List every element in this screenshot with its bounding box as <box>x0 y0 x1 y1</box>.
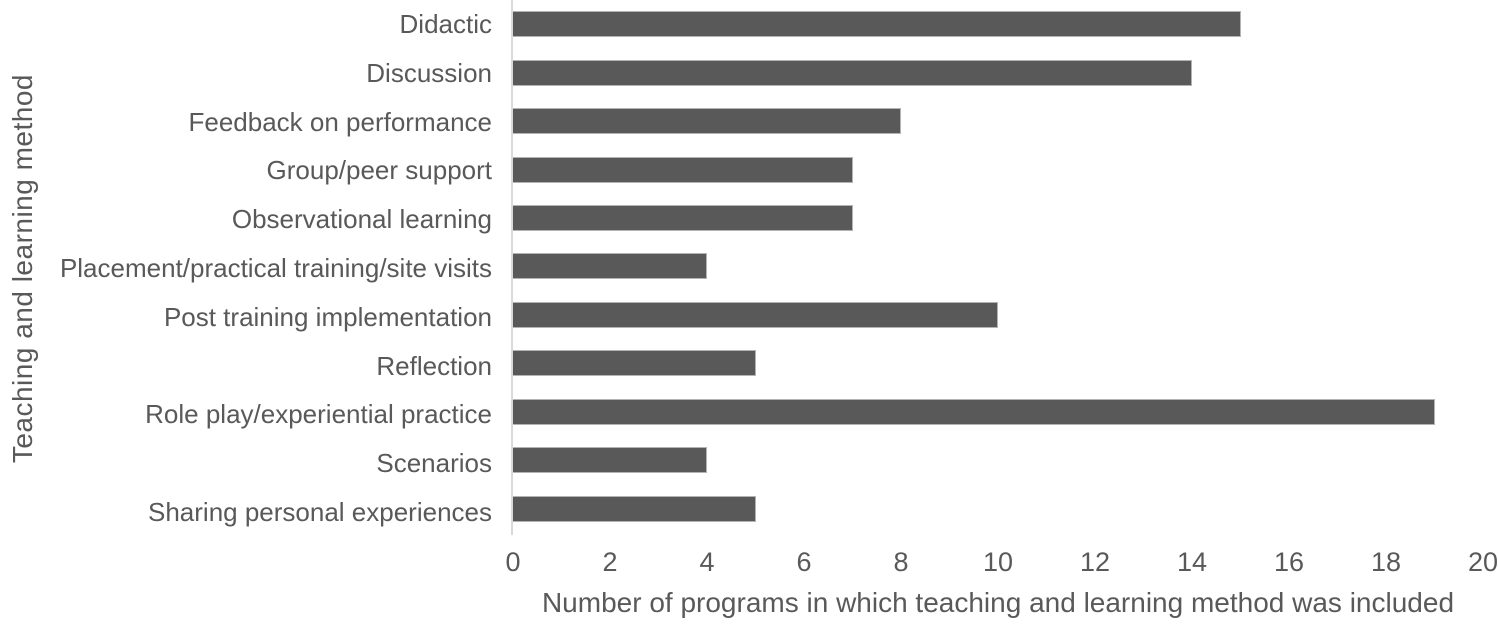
x-tick-label: 6 <box>796 547 812 577</box>
bar <box>513 350 756 377</box>
x-tick-label: 14 <box>1176 547 1208 577</box>
x-tick-label: 20 <box>1467 547 1498 577</box>
category-label: Group/peer support <box>266 155 492 186</box>
x-tick-label: 2 <box>602 547 618 577</box>
category-label: Sharing personal experiences <box>148 497 492 528</box>
bar <box>513 11 1241 38</box>
y-axis-title: Teaching and learning method <box>7 73 38 464</box>
category-label: Post training implementation <box>163 301 492 332</box>
bar <box>513 59 1192 86</box>
category-label: Placement/practical training/site visits <box>59 252 492 283</box>
category-label: Observational learning <box>231 204 492 235</box>
category-axis: Didactic Discussion Feedback on performanc… <box>46 0 513 537</box>
bar-row <box>513 339 1483 387</box>
x-tick-label: 0 <box>505 547 521 577</box>
category-label: Scenarios <box>376 448 492 479</box>
x-tick-label: 10 <box>982 547 1014 577</box>
category-label-row: Scenarios <box>46 439 513 488</box>
bar-row <box>513 436 1483 484</box>
bar-row <box>513 0 1483 48</box>
x-tick-label: 16 <box>1273 547 1305 577</box>
category-label: Role play/experiential practice <box>145 399 492 430</box>
category-label: Discussion <box>366 57 492 88</box>
category-label-row: Role play/experiential practice <box>46 391 513 440</box>
bar <box>513 156 853 183</box>
bars-container <box>513 0 1483 533</box>
bar <box>513 301 998 328</box>
bar <box>513 398 1435 425</box>
bar <box>513 108 901 135</box>
y-axis-title-area: Teaching and learning method <box>0 0 46 537</box>
category-label-row: Group/peer support <box>46 146 513 195</box>
plot-area <box>511 0 1483 537</box>
bar-row <box>513 97 1483 145</box>
category-label: Feedback on performance <box>188 106 492 137</box>
category-label-row: Discussion <box>46 49 513 98</box>
bar <box>513 253 707 280</box>
bar-row <box>513 194 1483 242</box>
category-label-row: Didactic <box>46 0 513 49</box>
x-tick-label: 8 <box>893 547 909 577</box>
x-axis: 0 2 4 6 8 10 12 14 16 18 20 <box>505 537 1498 581</box>
bar-row <box>513 291 1483 339</box>
x-tick-label: 4 <box>699 547 715 577</box>
bar <box>513 447 707 474</box>
category-label-row: Feedback on performance <box>46 98 513 147</box>
x-tick-label: 18 <box>1370 547 1402 577</box>
bar-row <box>513 242 1483 290</box>
category-label: Reflection <box>376 350 492 381</box>
bar-row <box>513 485 1483 533</box>
category-label-row: Reflection <box>46 342 513 391</box>
category-label-row: Post training implementation <box>46 293 513 342</box>
category-label-row: Placement/practical training/site visits <box>46 244 513 293</box>
category-label: Didactic <box>399 8 492 39</box>
bar <box>513 495 756 522</box>
bar-row <box>513 48 1483 96</box>
bar-row <box>513 388 1483 436</box>
bar <box>513 205 853 232</box>
category-label-row: Observational learning <box>46 195 513 244</box>
x-axis-title: Number of programs in which teaching and… <box>541 587 1455 618</box>
y-axis-line <box>511 0 513 535</box>
bar-row <box>513 145 1483 193</box>
x-tick-label: 12 <box>1079 547 1111 577</box>
category-label-row: Sharing personal experiences <box>46 488 513 537</box>
x-axis-title-area: Number of programs in which teaching and… <box>513 581 1483 628</box>
